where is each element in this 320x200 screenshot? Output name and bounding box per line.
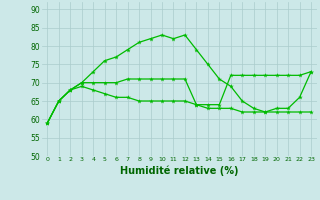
X-axis label: Humidité relative (%): Humidité relative (%): [120, 165, 238, 176]
